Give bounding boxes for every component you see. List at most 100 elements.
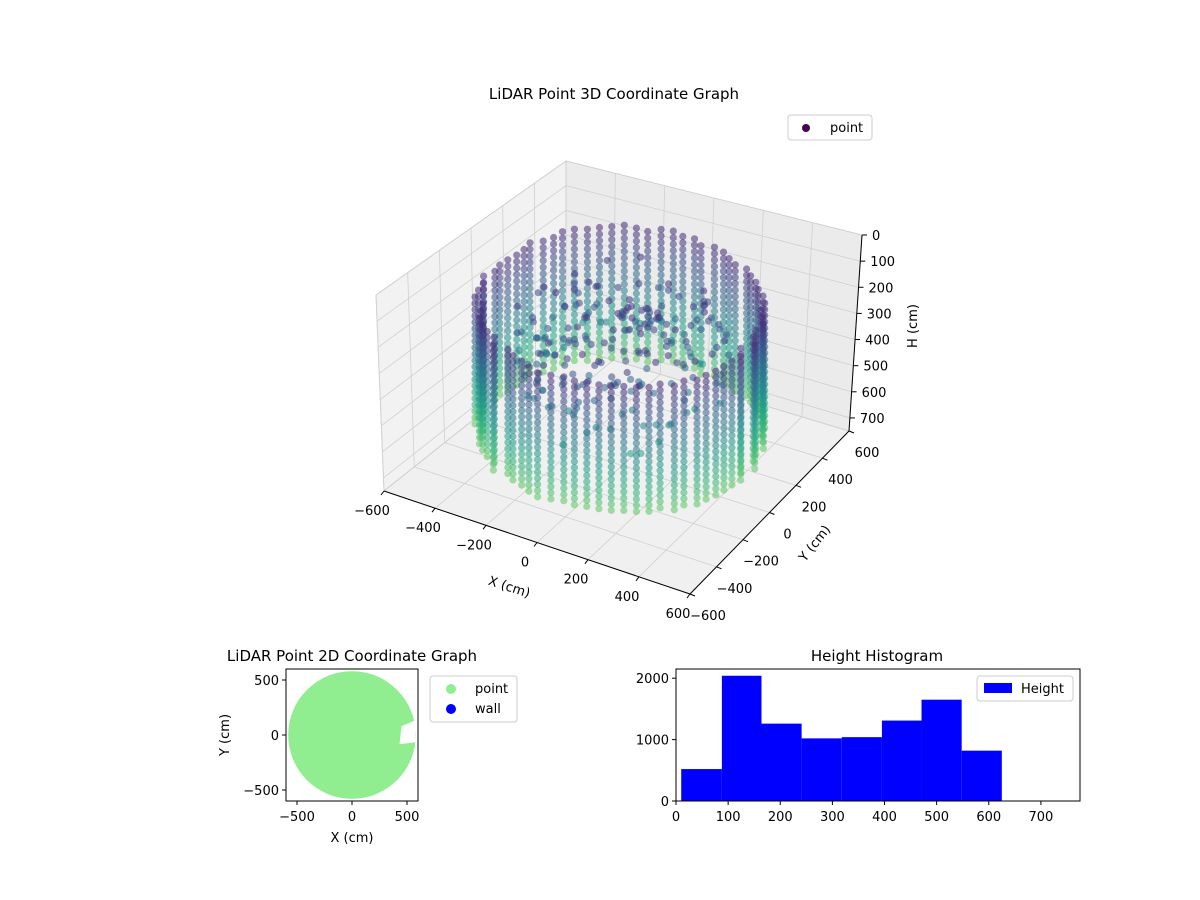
data-point-3d: [595, 412, 603, 420]
data-point-3d: [526, 284, 534, 293]
data-point-3d: [620, 475, 628, 483]
data-point-3d: [547, 408, 555, 416]
data-point-3d: [608, 354, 616, 362]
data-point-3d: [607, 500, 615, 508]
data-point-3d: [513, 290, 521, 298]
data-point-3d: [583, 465, 591, 473]
data-point-3d: [560, 490, 568, 499]
data-point-3d: [710, 288, 719, 296]
data-point-3d: [595, 256, 604, 264]
data-point-3d: [526, 330, 534, 338]
data-point-3d: [680, 451, 688, 459]
data-point-3d: [680, 389, 688, 397]
data-point-3d: [518, 376, 526, 384]
data-point-3d: [539, 244, 547, 252]
data-point-3d: [731, 292, 739, 300]
data-point-3d: [525, 400, 533, 408]
data-point-3d: [632, 483, 641, 491]
data-point-3d: [656, 448, 664, 456]
data-point-3d: [529, 318, 537, 326]
x-tick-label-histogram: 300: [820, 810, 845, 825]
data-point-3d: [595, 480, 603, 488]
data-point-3d: [550, 253, 558, 261]
data-point-3d: [525, 481, 533, 489]
data-point-3d: [489, 466, 497, 474]
data-point-3d: [697, 274, 705, 282]
data-point-3d: [520, 298, 528, 306]
data-point-3d: [702, 464, 710, 472]
data-point-3d: [504, 320, 512, 329]
data-point-3d: [620, 274, 628, 282]
grid-line-x-back: [707, 197, 715, 389]
data-point-3d: [583, 291, 592, 299]
data-point-3d: [759, 438, 768, 446]
data-point-3d: [759, 432, 768, 440]
data-point-3d: [679, 252, 687, 260]
data-point-3d: [620, 438, 628, 446]
data-point-3d: [759, 333, 768, 341]
data-point-3d: [550, 364, 558, 373]
data-point-3d: [657, 225, 665, 233]
data-point-3d: [679, 239, 687, 247]
data-point-3d: [657, 271, 665, 279]
data-point-3d: [520, 272, 528, 280]
data-point-3d: [608, 373, 616, 381]
data-point-3d: [743, 265, 751, 273]
data-point-3d: [737, 402, 745, 410]
data-point-3d: [570, 414, 579, 422]
data-point-3d: [489, 435, 497, 443]
data-point-3d: [620, 320, 628, 328]
data-point-3d: [657, 336, 665, 344]
data-point-3d: [712, 386, 720, 394]
data-point-3d: [751, 452, 759, 460]
data-point-3d: [737, 476, 745, 484]
data-point-3d: [669, 234, 677, 242]
data-point-3d: [632, 495, 641, 503]
data-point-3d: [680, 420, 688, 428]
data-point-3d: [608, 229, 616, 237]
y-tick-label-2d: 500: [254, 674, 279, 689]
data-point-3d: [539, 302, 547, 311]
data-point-3d: [547, 495, 555, 503]
data-point-3d: [656, 386, 664, 394]
data-point-3d: [518, 413, 526, 421]
data-point-3d: [670, 400, 678, 409]
data-point-3d: [558, 241, 567, 249]
data-point-3d: [720, 461, 728, 469]
data-point-3d: [690, 345, 699, 353]
data-point-3d: [728, 450, 736, 458]
data-point-3d: [751, 446, 759, 454]
data-point-3d: [731, 330, 739, 339]
data-point-3d: [657, 251, 665, 259]
data-point-3d: [697, 254, 705, 263]
data-point-3d: [570, 470, 579, 478]
data-point-3d: [657, 291, 665, 299]
data-point-3d: [607, 344, 615, 352]
data-point-3d: [560, 484, 568, 492]
data-point-3d: [627, 375, 635, 383]
data-point-3d: [483, 365, 491, 373]
z-tick-label-3d: 200: [869, 281, 894, 296]
data-point-3d: [595, 223, 604, 232]
data-point-3d: [583, 471, 591, 480]
data-point-3d: [483, 334, 491, 342]
data-point-3d: [645, 458, 653, 466]
data-point-3d: [759, 413, 768, 422]
data-point-3d: [680, 464, 688, 472]
data-point-3d: [680, 360, 688, 368]
data-point-3d: [607, 457, 615, 465]
data-point-3d: [504, 282, 512, 290]
data-point-3d: [759, 420, 768, 428]
data-point-3d: [720, 449, 728, 457]
data-point-cloud-2d: [288, 671, 416, 799]
data-point-3d: [570, 350, 579, 358]
data-point-3d: [751, 440, 759, 448]
data-point-3d: [570, 457, 579, 466]
z-tick-label-3d: 600: [862, 386, 887, 401]
data-point-3d: [518, 363, 526, 371]
data-point-3d: [623, 368, 631, 377]
data-point-3d: [525, 419, 533, 427]
data-point-3d: [570, 402, 579, 410]
data-point-3d: [595, 418, 603, 426]
data-point-3d: [644, 247, 652, 255]
